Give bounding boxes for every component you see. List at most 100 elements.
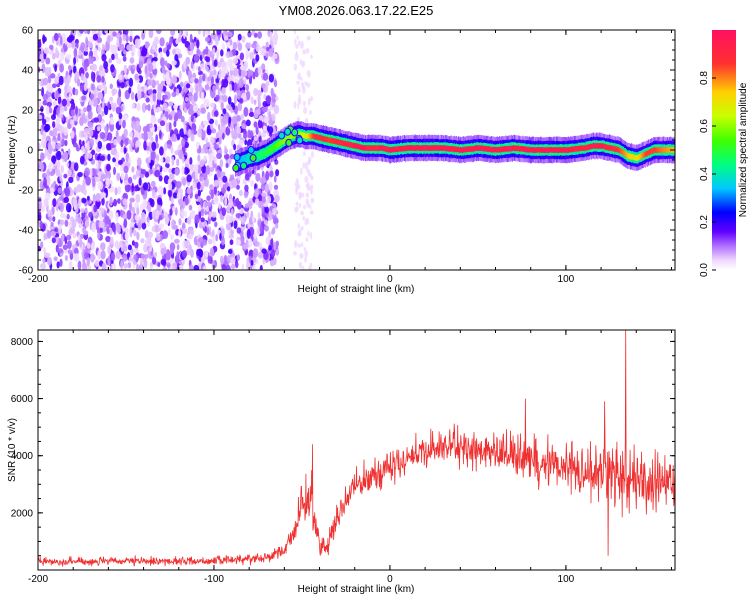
ridge-cell	[281, 138, 283, 145]
ridge-cell	[489, 146, 491, 153]
ridge-cell	[483, 146, 485, 152]
noise-blob	[76, 54, 79, 63]
noise-blob	[226, 186, 231, 192]
ridge-cell	[508, 145, 510, 152]
noise-blob	[111, 44, 117, 55]
noise-blob	[249, 51, 254, 60]
ridge-cell	[330, 137, 332, 144]
noise-blob	[195, 85, 199, 95]
noise-blob	[134, 125, 141, 132]
y-tick-label: -40	[19, 226, 34, 237]
ridge-cell	[654, 147, 656, 153]
noise-blob	[134, 38, 138, 49]
noise-blob	[146, 216, 150, 223]
noise-blob	[149, 122, 153, 129]
ridge-cell	[353, 143, 355, 149]
noise-blob	[178, 229, 182, 237]
noise-blob	[110, 101, 114, 109]
ridge-blob	[291, 128, 299, 137]
noise-blob	[68, 65, 72, 71]
ridge-cell	[589, 143, 592, 150]
noise-blob	[247, 200, 253, 207]
noise-blob	[57, 248, 64, 254]
noise-blob	[172, 192, 178, 199]
noise-blob	[160, 57, 165, 67]
noise-blob	[86, 257, 90, 267]
noise-blob	[101, 100, 105, 111]
noise-blob	[215, 94, 220, 102]
ridge-cell	[357, 143, 359, 150]
noise-blob	[81, 95, 86, 101]
noise-blob	[39, 53, 45, 62]
noise-blob	[38, 214, 42, 221]
noise-blob	[226, 104, 231, 110]
noise-blob	[118, 118, 122, 126]
ridge-cell	[627, 153, 630, 159]
noise-blob	[104, 30, 110, 34]
noise-blob	[260, 183, 265, 192]
ridge-cell	[369, 145, 371, 151]
noise-blob	[257, 31, 262, 39]
noise-blob	[96, 75, 102, 83]
noise-blob	[173, 120, 177, 128]
noise-blob	[306, 82, 311, 88]
ridge-cell	[560, 147, 562, 153]
noise-blob	[148, 63, 154, 73]
noise-blob	[84, 133, 88, 142]
ridge-cell	[394, 146, 396, 153]
ridge-cell	[598, 143, 600, 149]
ridge-cell	[302, 132, 304, 138]
noise-blob	[61, 233, 64, 243]
y-tick-label: 40	[22, 66, 34, 77]
noise-blob	[232, 48, 236, 57]
noise-blob	[171, 74, 177, 85]
ridge-cell	[493, 146, 496, 153]
noise-blob	[140, 168, 147, 175]
noise-blob	[170, 110, 176, 116]
noise-blob	[110, 252, 116, 261]
noise-blob	[179, 81, 184, 88]
noise-blob	[100, 155, 105, 162]
noise-blob	[150, 108, 154, 116]
noise-blob	[137, 157, 142, 167]
noise-blob	[269, 259, 275, 267]
noise-blob	[250, 96, 254, 104]
noise-blob	[307, 170, 310, 176]
noise-blob	[192, 105, 199, 112]
noise-blob	[295, 187, 298, 196]
noise-blob	[253, 109, 259, 119]
ridge-cell	[314, 133, 316, 140]
noise-blob	[174, 168, 180, 176]
noise-blob	[122, 192, 128, 201]
noise-blob	[209, 70, 215, 77]
noise-blob	[186, 188, 192, 195]
noise-blob	[298, 261, 302, 269]
noise-blob	[193, 163, 199, 173]
ridge-cell	[481, 145, 483, 151]
noise-blob	[200, 159, 205, 167]
ridge-cell	[267, 148, 270, 154]
noise-blob	[211, 54, 214, 62]
noise-blob	[164, 215, 170, 225]
noise-blob	[202, 30, 206, 38]
noise-blob	[146, 221, 151, 227]
noise-blob	[148, 211, 153, 220]
noise-blob	[205, 36, 210, 43]
noise-blob	[209, 136, 215, 145]
ridge-cell	[610, 145, 613, 151]
noise-blob	[84, 167, 90, 177]
noise-blob	[78, 222, 83, 229]
noise-blob	[148, 205, 152, 213]
noise-blob	[40, 263, 46, 270]
noise-blob	[270, 249, 276, 258]
ridge-cell	[631, 154, 633, 160]
noise-blob	[261, 192, 267, 199]
noise-blob	[125, 74, 129, 80]
noise-blob	[236, 184, 240, 190]
ridge-cell	[256, 153, 258, 160]
ridge-cell	[548, 147, 550, 153]
noise-blob	[141, 133, 145, 139]
ridge-cell	[544, 147, 546, 154]
noise-blob	[159, 129, 162, 139]
noise-blob	[176, 192, 181, 200]
